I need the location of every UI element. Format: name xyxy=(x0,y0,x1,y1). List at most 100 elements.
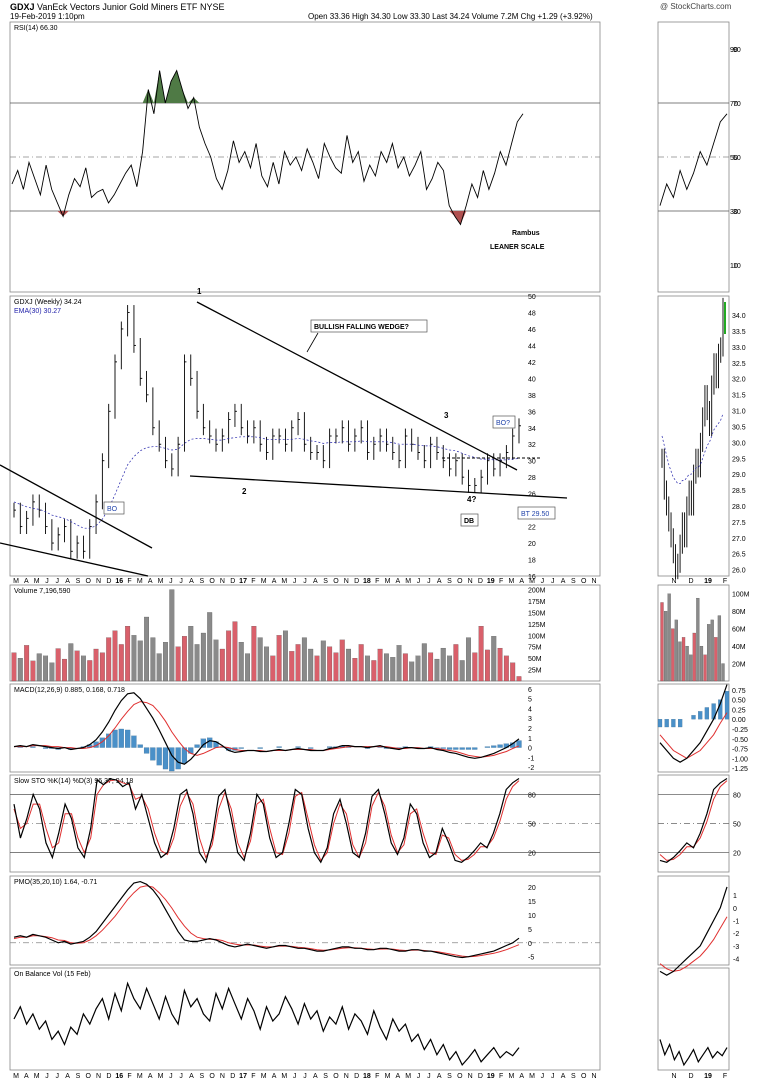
zoom-xaxis-label-bottom: F xyxy=(723,1073,727,1080)
volume-bar xyxy=(358,644,364,682)
zoom-volume-bar xyxy=(699,645,704,682)
zoom-pmo-tick: 1 xyxy=(733,893,737,900)
zoom-macd-line xyxy=(659,684,728,763)
price-tick-40: 40 xyxy=(528,376,536,383)
rsi-tick-10: 10 xyxy=(730,263,738,270)
xaxis-label-bottom: M xyxy=(385,1073,391,1080)
zoom-price-tick: 26.0 xyxy=(732,568,746,575)
xaxis-label-bottom: O xyxy=(457,1073,463,1080)
macd-histogram-bar xyxy=(162,747,169,770)
rsi-overbought-fill xyxy=(12,70,523,103)
xaxis-label-bottom: S xyxy=(76,1073,81,1080)
xaxis-label-bottom: F xyxy=(499,1073,503,1080)
volume-bar xyxy=(497,647,503,682)
xaxis-label-bottom: M xyxy=(509,1073,515,1080)
xaxis-label: S xyxy=(571,578,576,585)
volume-bar xyxy=(99,652,105,682)
xaxis-label-bottom: J xyxy=(293,1073,297,1080)
chart-date: 19-Feb-2019 1:10pm xyxy=(10,12,85,21)
obv-line xyxy=(13,981,520,1066)
xaxis-label-bottom: F xyxy=(375,1073,379,1080)
rsi-tick-70: 70 xyxy=(730,101,738,108)
sto-label: Slow STO %K(14) %D(3) 96.37, 94.18 xyxy=(14,778,133,785)
zoom-volume-bar xyxy=(710,619,714,682)
macd-histogram-bar xyxy=(207,737,213,748)
rsi-oversold-fill xyxy=(12,211,523,225)
zoom-rsi-tick-30: 30 xyxy=(733,209,741,216)
volume-bar xyxy=(453,644,459,682)
macd-tick: -1 xyxy=(528,755,534,762)
volume-bar xyxy=(314,655,320,682)
xaxis-label: M xyxy=(13,578,19,585)
xaxis-label: N xyxy=(591,578,596,585)
zoom-pmo-tick: 0 xyxy=(733,906,737,913)
price-tick-16: 16 xyxy=(528,574,536,581)
xaxis-label-bottom: N xyxy=(591,1073,596,1080)
annotation-rambus: Rambus xyxy=(512,230,540,237)
volume-bar xyxy=(181,636,187,682)
annotation-bo2: BO? xyxy=(496,420,510,427)
xaxis-label: S xyxy=(199,578,204,585)
xaxis-label: N xyxy=(220,578,225,585)
symbol: GDXJ xyxy=(10,2,35,12)
xaxis-label-bottom: A xyxy=(561,1073,566,1080)
xaxis-label: J xyxy=(541,578,545,585)
zoom-volume-bar xyxy=(681,637,686,682)
volume-bar xyxy=(194,644,200,682)
xaxis-label-bottom: D xyxy=(106,1073,111,1080)
zoom-price-tick: 31.5 xyxy=(732,393,746,400)
volume-tick: 75M xyxy=(528,645,542,652)
volume-bar xyxy=(365,655,370,682)
volume-tick: 50M xyxy=(528,656,542,663)
volume-bar xyxy=(440,647,446,682)
zoom-volume-tick: 80M xyxy=(732,609,746,616)
xaxis-label: 17 xyxy=(239,578,247,585)
volume-bar xyxy=(276,635,282,682)
volume-bar xyxy=(213,639,219,682)
zoom-xaxis-label-bottom: D xyxy=(688,1073,693,1080)
xaxis-label: S xyxy=(447,578,452,585)
volume-bar xyxy=(200,632,206,682)
pmo-tick: 5 xyxy=(528,927,532,934)
xaxis-label-bottom: J xyxy=(56,1073,60,1080)
xaxis-label: A xyxy=(189,578,194,585)
zoom-price-tick: 28.0 xyxy=(732,504,746,511)
zoom-macd-tick: -1.00 xyxy=(732,756,748,763)
macd-histogram-bar xyxy=(446,747,453,750)
zoom-sto-tick: 80 xyxy=(733,792,741,799)
macd-histogram-bar xyxy=(484,746,491,748)
zoom-volume-tick: 100M xyxy=(732,592,750,599)
zoom-price-tick: 31.0 xyxy=(732,409,746,416)
macd-histogram-bar xyxy=(276,746,282,748)
xaxis-label: F xyxy=(251,578,255,585)
annotation-wedge: BULLISH FALLING WEDGE? xyxy=(314,324,409,331)
sto-d-line xyxy=(13,779,520,862)
annotation-bt: BT 29.50 xyxy=(521,511,549,518)
xaxis-label-bottom: D xyxy=(230,1073,235,1080)
xaxis-label-bottom: N xyxy=(96,1073,101,1080)
price-tick-28: 28 xyxy=(528,475,536,482)
xaxis-label: O xyxy=(581,578,587,585)
xaxis-label: J xyxy=(293,578,297,585)
price-tick-22: 22 xyxy=(528,525,536,532)
volume-bar xyxy=(112,630,118,682)
volume-bar xyxy=(503,655,509,682)
xaxis-label: M xyxy=(385,578,391,585)
zoom-macd-tick: -0.75 xyxy=(732,747,748,754)
macd-histogram-bar xyxy=(238,747,244,749)
volume-bar xyxy=(30,660,36,682)
xaxis-label: 16 xyxy=(115,578,123,585)
xaxis-label-bottom: J xyxy=(179,1073,183,1080)
macd-histogram-bar xyxy=(125,729,131,748)
macd-histogram-bar xyxy=(99,737,105,748)
macd-histogram-bar xyxy=(491,745,497,748)
volume-bar xyxy=(466,637,471,682)
xaxis-label: M xyxy=(529,578,535,585)
volume-bar xyxy=(264,646,269,682)
xaxis-label-bottom: S xyxy=(323,1073,328,1080)
bo-box xyxy=(103,501,125,515)
xaxis-label-bottom: D xyxy=(354,1073,359,1080)
xaxis-label-bottom: J xyxy=(427,1073,431,1080)
macd-histogram-bar xyxy=(131,735,137,748)
volume-bar xyxy=(352,658,358,682)
